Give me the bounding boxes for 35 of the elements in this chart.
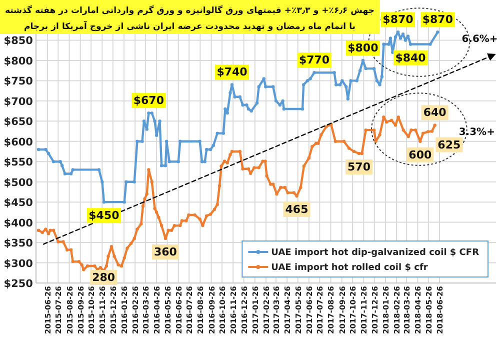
- annotation: $450: [86, 208, 121, 224]
- y-tick-label: $650: [4, 116, 33, 128]
- annotation: $870: [381, 12, 415, 28]
- y-tick-label: $300: [4, 258, 33, 270]
- y-tick-label: $700: [4, 96, 33, 108]
- y-tick-label: $600: [4, 136, 33, 148]
- y-tick-label: $750: [4, 76, 33, 88]
- y-tick-label: $500: [4, 176, 33, 189]
- annotation: 625: [436, 137, 463, 152]
- annotation: $670: [132, 93, 166, 108]
- chart-subtitle: با اتمام ماه رمضان و تهدید محدودت عرضه ایران ناشی از خروج آمریکا از برجام: [24, 20, 356, 32]
- annotation: $840: [394, 50, 428, 66]
- annotation: 600: [406, 147, 434, 162]
- y-tick-label: $250: [4, 278, 33, 290]
- annotation: 570: [346, 160, 372, 175]
- y-tick-label: $800: [4, 55, 33, 68]
- chart-title: جهش ۶٫۶٪+ و ۳٫۳٪+ قیمتهای ورق گالوانیزه و ورق گرم وارداتی امارات در هفته گذشته: [5, 5, 374, 16]
- y-tick-label: $450: [4, 197, 33, 210]
- annotation: $740: [215, 64, 250, 80]
- y-tick-label: $400: [4, 217, 33, 230]
- y-tick-label: $350: [4, 238, 33, 250]
- annotation: 280: [90, 270, 118, 285]
- annotation: 360: [152, 244, 179, 260]
- legend-label: UAE import hot rolled coil $ cfr: [271, 263, 428, 273]
- title: جهش ۶٫۶٪+ و ۳٫۳٪+ قیمتهای ورق گالوانیزه و ورق گرم وارداتی امارات در هفته گذشته با اتمام ماه رمضان و تهدید محدودت عرضه ایران ناشی از خروج آمریکا از برجام: [0, 0, 380, 34]
- annotation: 465: [283, 202, 310, 217]
- legend-label: UAE import hot dip-galvanized coil $ CFR: [271, 248, 480, 258]
- annotation: $800: [346, 40, 380, 56]
- annotation: 3.3%+: [458, 127, 495, 138]
- annotation: $770: [297, 52, 332, 68]
- y-tick-label: $550: [4, 156, 33, 169]
- y-tick-label: $850: [4, 35, 33, 48]
- annotation: $870: [420, 12, 455, 28]
- annotation: 6.6%+: [462, 34, 498, 46]
- annotation: 640: [421, 105, 448, 120]
